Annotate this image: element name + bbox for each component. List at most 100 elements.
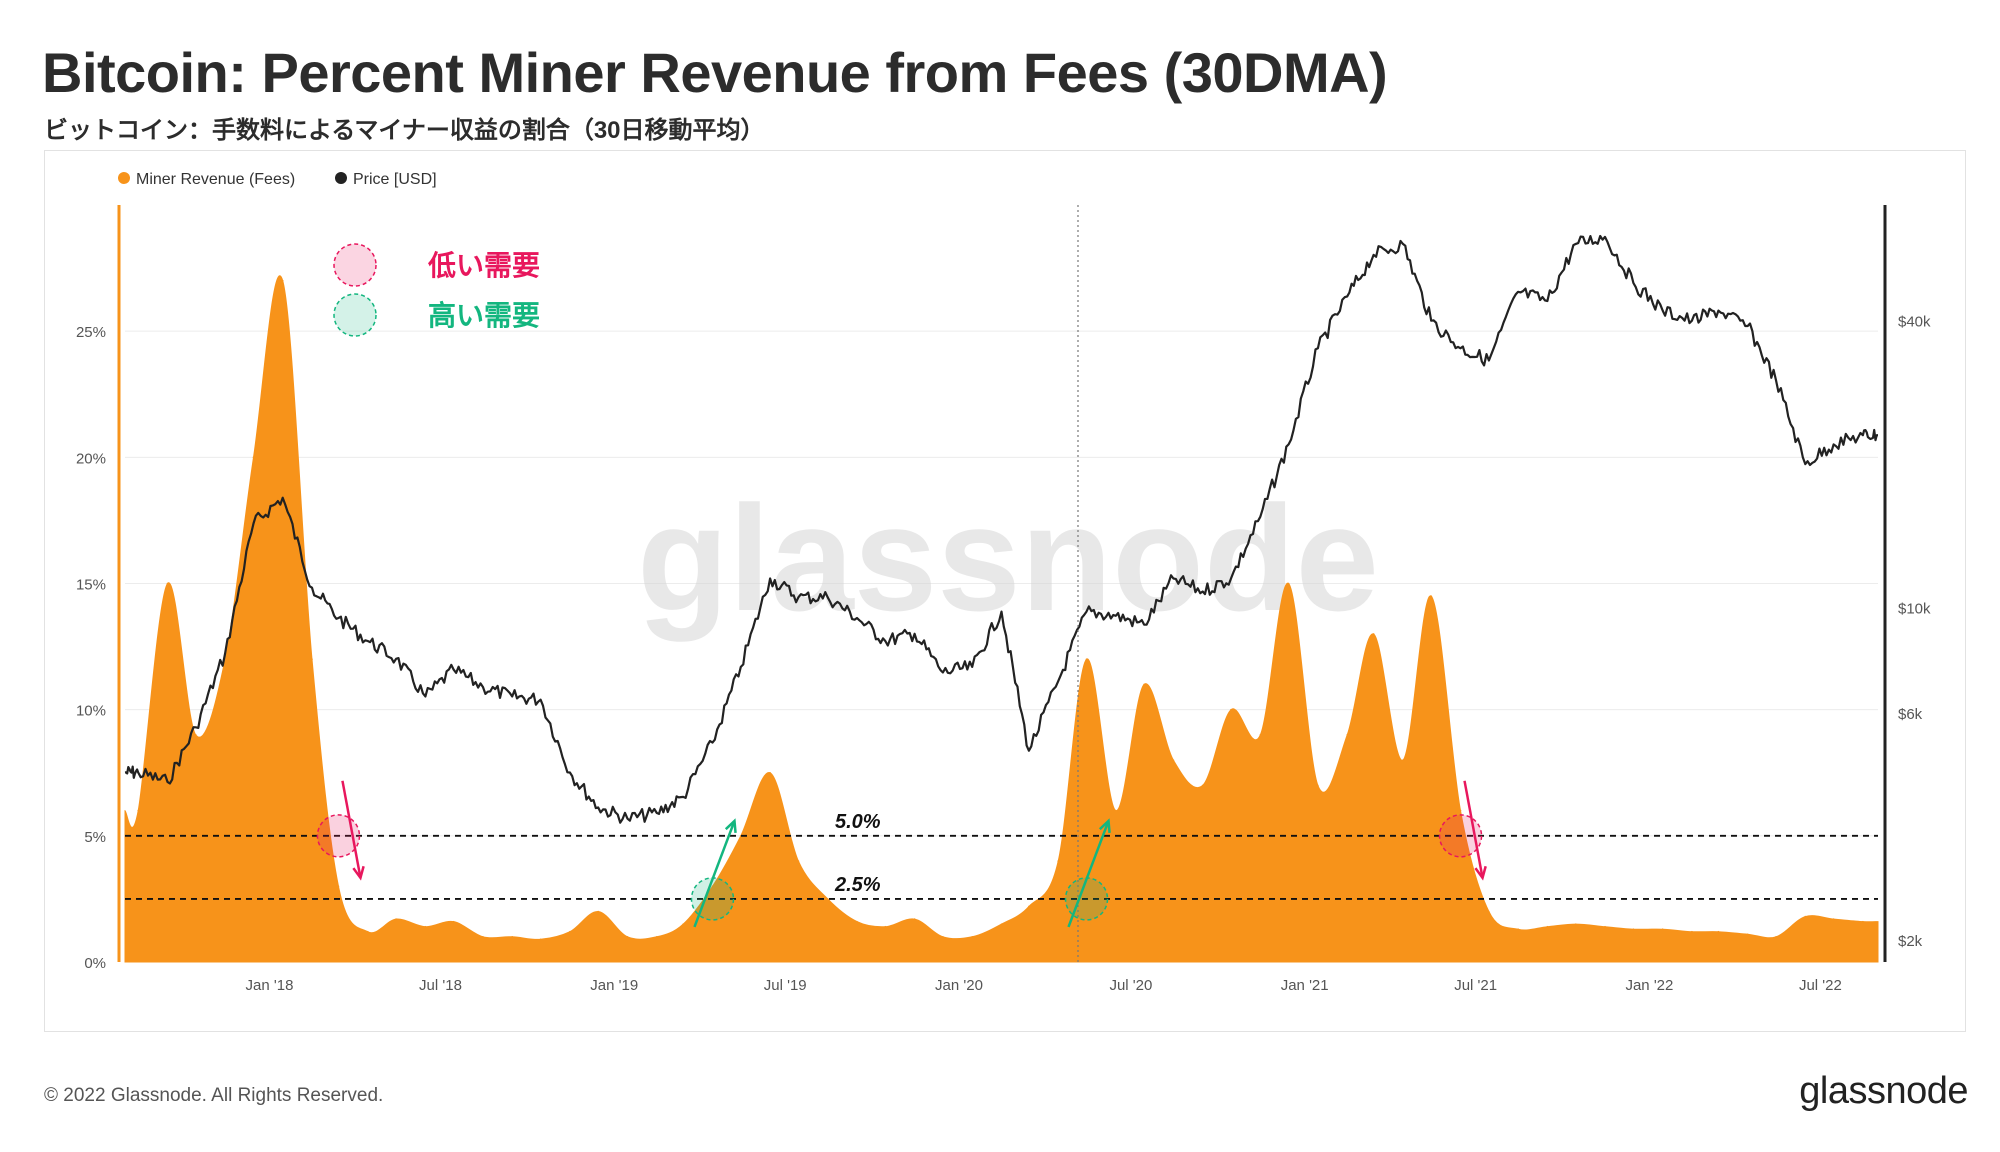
low-demand-swatch (333, 243, 377, 287)
fees-point (1287, 582, 1290, 585)
fees-point (1085, 658, 1088, 660)
fees-point (1488, 910, 1490, 913)
fees-point (366, 930, 369, 933)
y-right-tick-label: $2k (1898, 933, 1923, 950)
high-demand-label: 高い需要 (428, 300, 540, 331)
fees-area-series (124, 275, 1879, 963)
footer-copyright: © 2022 Glassnode. All Rights Reserved. (44, 1085, 384, 1106)
fees-point (942, 935, 944, 938)
fees-point (1746, 933, 1749, 936)
fees-point (1172, 759, 1175, 761)
chart-panel (44, 150, 1966, 1032)
x-tick-label: Jan '18 (246, 977, 294, 994)
threshold-label: 2.5% (834, 874, 881, 896)
fees-point (281, 279, 284, 282)
fees-point (1717, 930, 1720, 933)
annotation-legend: 低い需要 高い需要 (333, 243, 540, 337)
grid (125, 330, 1878, 963)
low-demand-marker (316, 814, 361, 858)
y-left-tick-label: 10% (76, 703, 106, 720)
fees-point (1862, 920, 1864, 923)
high-demand-marker (1064, 877, 1109, 921)
fees-point (971, 935, 974, 938)
fees-point (1114, 809, 1117, 812)
x-tick-label: Jul '21 (1454, 977, 1497, 994)
fees-point (826, 898, 829, 900)
fees-point (569, 930, 571, 933)
watermark: glassnode (637, 474, 1379, 642)
y-right-tick-label: $40k (1898, 314, 1931, 331)
y-left-tick-label: 25% (76, 324, 106, 341)
fees-point (682, 923, 685, 925)
fees-point (1317, 784, 1319, 787)
fees-point (1517, 928, 1519, 930)
high-demand-arrow (1067, 820, 1110, 928)
fees-point (797, 860, 800, 862)
high-demand-arrowhead (724, 818, 737, 833)
fees-point (1346, 734, 1348, 736)
low-demand-arrow (1463, 780, 1484, 879)
fees-point (626, 935, 629, 938)
fees-point (1402, 759, 1404, 761)
fees-point (252, 456, 255, 459)
fees-point (137, 809, 140, 812)
y-left-tick-label: 0% (84, 955, 106, 972)
x-tick-label: Jan '19 (590, 977, 638, 994)
fees-point (1000, 923, 1003, 925)
x-tick-label: Jan '22 (1625, 977, 1673, 994)
fees-point (856, 920, 858, 923)
fees-point (597, 910, 599, 913)
price-line-series (124, 234, 1878, 824)
fees-point (1661, 928, 1664, 930)
fees-point (1430, 595, 1433, 597)
fees-point (1804, 915, 1807, 918)
fees-point (452, 920, 455, 923)
legend-fees-dot (118, 172, 130, 184)
y-left-tick-label: 15% (76, 577, 106, 594)
low-demand-arrowhead (352, 865, 365, 881)
fees-point (1143, 683, 1145, 686)
fees-point (1546, 925, 1549, 928)
fees-point (1259, 734, 1262, 736)
page-subtitle: ビットコイン：手数料によるマイナー収益の割合（30日移動平均） (44, 117, 765, 144)
fees-point (1230, 708, 1232, 711)
y-right-tick-label: $10k (1898, 600, 1931, 617)
high-demand-arrowhead (1098, 818, 1111, 833)
x-tick-label: Jan '20 (935, 977, 983, 994)
fees-point (1057, 860, 1059, 862)
legend-price-dot (335, 172, 347, 184)
x-tick-label: Jan '21 (1281, 977, 1329, 994)
fees-point (884, 925, 887, 928)
fees-point (913, 918, 916, 920)
fees-point (1574, 923, 1577, 925)
threshold-label: 5.0% (835, 811, 881, 833)
fees-point (166, 582, 169, 585)
x-tick-label: Jul '18 (419, 977, 462, 994)
footer-logo: glassnode (1799, 1070, 1968, 1112)
fees-point (1028, 905, 1030, 908)
fees-point (769, 771, 771, 774)
x-tick-label: Jul '19 (764, 977, 807, 994)
x-tick-label: Jul '20 (1109, 977, 1152, 994)
fees-point (195, 734, 197, 736)
fees-point (1604, 925, 1606, 928)
fees-point (337, 885, 340, 888)
fees-point (655, 935, 658, 938)
legend-fees-label: Miner Revenue (Fees) (136, 171, 295, 188)
page-title: Bitcoin: Percent Miner Revenue from Fees… (42, 41, 1388, 104)
y-left-tick-label: 5% (84, 829, 106, 846)
fees-point (424, 925, 427, 928)
legend-price-label: Price [USD] (353, 171, 437, 188)
fees-point (1201, 784, 1204, 787)
high-demand-marker (690, 877, 735, 921)
fees-point (1459, 809, 1462, 812)
y-right-tick-label: $6k (1898, 706, 1923, 723)
high-demand-arrow (693, 820, 736, 928)
high-demand-swatch (333, 293, 377, 337)
fees-point (711, 885, 714, 888)
low-demand-arrowhead (1474, 865, 1487, 881)
fees-point (511, 935, 514, 938)
y-left-tick-label: 20% (76, 450, 106, 467)
fees-point (395, 918, 397, 920)
